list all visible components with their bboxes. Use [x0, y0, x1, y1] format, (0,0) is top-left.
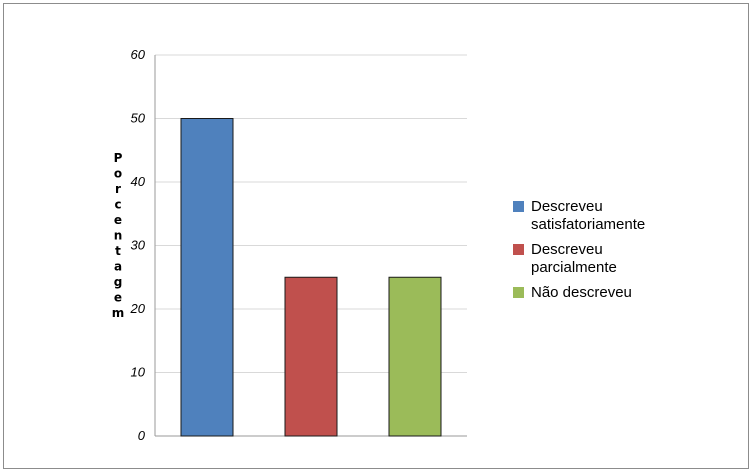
- legend-label-1: Descreveu: [531, 198, 603, 215]
- y-axis-title-letter: e: [114, 213, 122, 227]
- bar-3: [388, 276, 442, 437]
- bars: [180, 118, 442, 437]
- legend-label-3: Não descreveu: [531, 284, 632, 301]
- legend-swatch-3: [513, 287, 524, 298]
- y-axis-title-letter: o: [114, 167, 122, 181]
- legend-label-1: satisfatoriamente: [531, 216, 645, 233]
- y-tick-label-50: 50: [131, 111, 146, 126]
- y-axis-title-letter: m: [112, 306, 125, 320]
- legend-swatch-2: [513, 244, 524, 255]
- y-axis-title-letter: e: [114, 291, 122, 305]
- y-tick-label-60: 60: [131, 47, 146, 62]
- y-axis-title-letter: t: [115, 244, 121, 258]
- bar-1: [180, 118, 234, 437]
- legend-label-2: Descreveu: [531, 241, 603, 258]
- y-axis-title-letter: n: [114, 229, 123, 243]
- y-axis-title-letter: P: [114, 151, 123, 165]
- chart-frame: [3, 3, 749, 469]
- y-axis-title-letter: c: [114, 198, 121, 212]
- y-tick-label-10: 10: [131, 365, 146, 380]
- legend-label-2: parcialmente: [531, 259, 617, 276]
- y-tick-label-0: 0: [138, 428, 146, 443]
- y-tick-label-40: 40: [131, 174, 146, 189]
- y-axis-title-letter: r: [115, 182, 121, 196]
- y-tick-label-20: 20: [130, 301, 146, 316]
- legend: DescreveusatisfatoriamenteDescreveuparci…: [513, 198, 645, 301]
- y-axis-title-letter: g: [114, 275, 123, 289]
- y-tick-labels: 0 10 20 30 40 50 60: [130, 47, 146, 443]
- bar-2: [284, 276, 338, 437]
- y-tick-label-30: 30: [131, 238, 146, 253]
- y-axis-title-letter: a: [114, 260, 122, 274]
- legend-swatch-1: [513, 201, 524, 212]
